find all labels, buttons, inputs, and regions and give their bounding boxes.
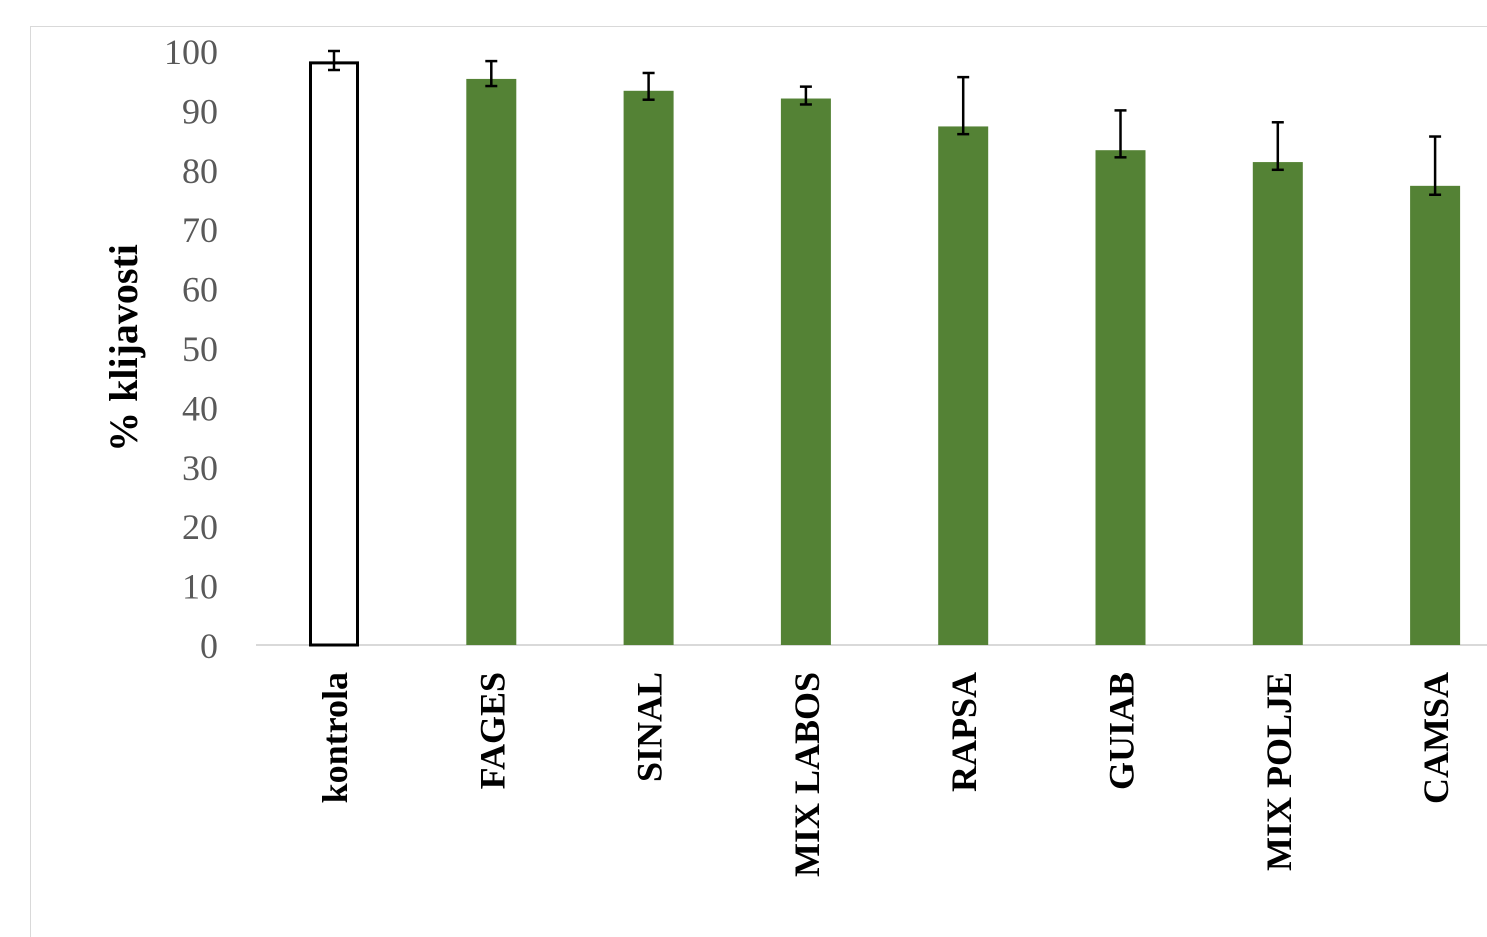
bar (1095, 150, 1146, 645)
error-bars-group (328, 49, 1442, 196)
bars-group (309, 61, 1461, 647)
category-label: GUIAB (1102, 672, 1142, 790)
bar (623, 90, 674, 646)
bar (309, 61, 359, 647)
error-bar (957, 75, 970, 136)
y-tick-label: 70 (182, 210, 218, 250)
error-bar (1114, 109, 1127, 159)
bar (938, 126, 989, 646)
bar (1252, 162, 1303, 645)
chart-frame (30, 26, 1487, 937)
bar (1410, 185, 1461, 645)
y-tick-label: 20 (182, 507, 218, 547)
y-axis-ticks: 0 10 20 30 40 50 60 70 80 90 100 (164, 32, 218, 666)
y-tick-label: 10 (182, 567, 218, 607)
error-bar (328, 49, 340, 72)
error-bar (799, 85, 812, 106)
error-bar (485, 59, 498, 88)
y-tick-label: 100 (164, 32, 218, 72)
y-tick-label: 0 (200, 626, 218, 666)
bar (780, 98, 831, 645)
y-tick-label: 30 (182, 448, 218, 488)
category-label: kontrola (315, 672, 355, 803)
category-label: SINAL (630, 672, 670, 782)
category-label: FAGES (472, 672, 512, 789)
y-tick-label: 80 (182, 151, 218, 191)
error-bar (1429, 135, 1442, 196)
y-tick-label: 40 (182, 388, 218, 428)
category-label: MIX LABOS (787, 672, 827, 877)
category-label: CAMSA (1416, 672, 1456, 804)
error-bar (642, 71, 655, 101)
y-tick-label: 50 (182, 329, 218, 369)
y-axis-title: % klijavosti (101, 244, 146, 452)
y-tick-label: 90 (182, 91, 218, 131)
error-bar (1271, 121, 1284, 172)
category-labels-group: kontrola FAGES SINAL MIX LABOS RAPSA GUIAB MIX… (315, 672, 1456, 877)
y-tick-label: 60 (182, 270, 218, 310)
category-label: RAPSA (944, 672, 984, 792)
category-label: MIX POLJE (1259, 672, 1299, 871)
bar (466, 78, 517, 646)
